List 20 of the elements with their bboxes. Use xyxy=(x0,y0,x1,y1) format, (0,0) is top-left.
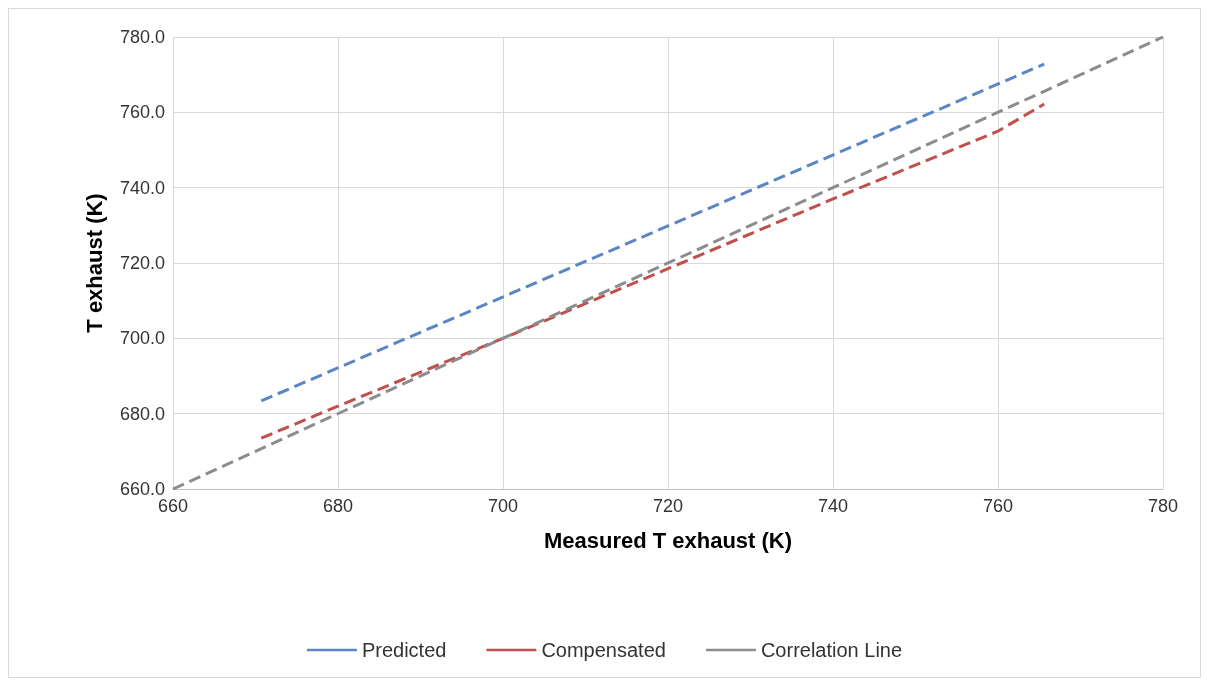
x-tick-label: 760 xyxy=(982,496,1014,516)
legend-label: Predicted xyxy=(361,639,447,661)
x-axis-title: Measured T exhaust (K) xyxy=(543,527,793,553)
x-tick-label: 700 xyxy=(487,496,519,516)
y-tick-label: 740.0 xyxy=(119,177,165,198)
y-tick-label: 760.0 xyxy=(119,102,165,123)
y-tick-label: 780.0 xyxy=(119,27,165,47)
y-axis-title: T exhaust (K) xyxy=(81,193,107,333)
legend-label: Compensated xyxy=(541,639,666,661)
line-series xyxy=(259,102,1046,440)
x-tick-label: 780 xyxy=(1147,496,1179,516)
y-tick-label: 700.0 xyxy=(119,328,165,349)
y-tick-label: 720.0 xyxy=(119,253,165,273)
legend-label: Correlation Line xyxy=(760,639,903,661)
x-tick-label: 680 xyxy=(322,496,354,516)
y-tick-label: 680.0 xyxy=(119,403,165,424)
x-tick-label: 720 xyxy=(652,496,684,516)
x-tick-label: 740 xyxy=(817,496,849,516)
x-tick-label: 660 xyxy=(157,496,189,516)
y-tick-label: 660.0 xyxy=(119,479,165,499)
